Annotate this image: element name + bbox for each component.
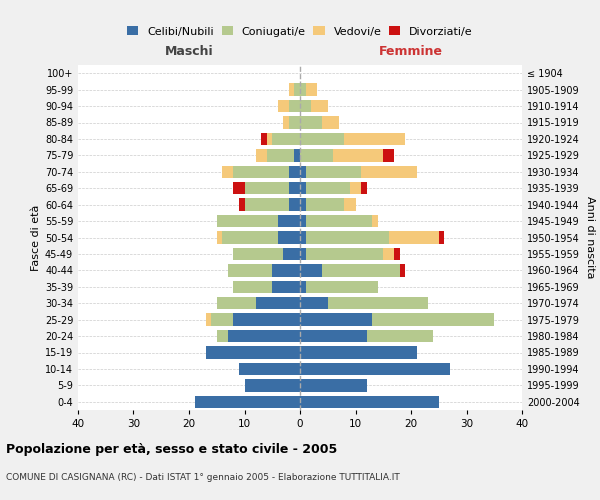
- Bar: [361, 166, 416, 178]
- Bar: [278, 215, 300, 227]
- Bar: [300, 363, 450, 375]
- Bar: [272, 264, 300, 276]
- Bar: [206, 346, 300, 358]
- Bar: [206, 314, 211, 326]
- Bar: [245, 379, 300, 392]
- Bar: [305, 280, 378, 293]
- Bar: [245, 198, 289, 211]
- Y-axis label: Anni di nascita: Anni di nascita: [585, 196, 595, 279]
- Bar: [256, 297, 300, 310]
- Bar: [300, 346, 416, 358]
- Bar: [278, 100, 289, 112]
- Bar: [300, 84, 305, 96]
- Bar: [350, 182, 361, 194]
- Legend: Celibi/Nubili, Coniugati/e, Vedovi/e, Divorziati/e: Celibi/Nubili, Coniugati/e, Vedovi/e, Di…: [125, 24, 475, 39]
- Y-axis label: Fasce di età: Fasce di età: [31, 204, 41, 270]
- Bar: [300, 314, 372, 326]
- Bar: [266, 133, 272, 145]
- Bar: [295, 84, 300, 96]
- Bar: [289, 84, 295, 96]
- Bar: [400, 264, 406, 276]
- Text: Femmine: Femmine: [379, 46, 443, 59]
- Bar: [300, 100, 311, 112]
- Bar: [305, 232, 389, 243]
- Bar: [344, 133, 406, 145]
- Bar: [300, 297, 328, 310]
- Bar: [272, 133, 300, 145]
- Bar: [328, 297, 428, 310]
- Bar: [245, 182, 289, 194]
- Bar: [289, 198, 300, 211]
- Bar: [239, 363, 300, 375]
- Bar: [305, 248, 383, 260]
- Bar: [217, 330, 228, 342]
- Bar: [300, 248, 305, 260]
- Bar: [289, 116, 300, 128]
- Text: Maschi: Maschi: [164, 46, 214, 59]
- Bar: [300, 198, 305, 211]
- Bar: [217, 297, 256, 310]
- Bar: [289, 100, 300, 112]
- Bar: [305, 84, 317, 96]
- Bar: [300, 232, 305, 243]
- Bar: [383, 149, 394, 162]
- Bar: [278, 232, 300, 243]
- Bar: [300, 280, 305, 293]
- Bar: [228, 330, 300, 342]
- Bar: [223, 232, 278, 243]
- Bar: [228, 264, 272, 276]
- Bar: [289, 166, 300, 178]
- Bar: [300, 182, 305, 194]
- Bar: [300, 330, 367, 342]
- Bar: [361, 182, 367, 194]
- Text: COMUNE DI CASIGNANA (RC) - Dati ISTAT 1° gennaio 2005 - Elaborazione TUTTITALIA.: COMUNE DI CASIGNANA (RC) - Dati ISTAT 1°…: [6, 472, 400, 482]
- Bar: [344, 198, 355, 211]
- Text: Popolazione per età, sesso e stato civile - 2005: Popolazione per età, sesso e stato civil…: [6, 442, 337, 456]
- Bar: [289, 182, 300, 194]
- Bar: [305, 182, 350, 194]
- Bar: [300, 215, 305, 227]
- Bar: [283, 248, 300, 260]
- Bar: [300, 149, 334, 162]
- Bar: [217, 215, 278, 227]
- Bar: [217, 232, 222, 243]
- Bar: [300, 264, 322, 276]
- Bar: [266, 149, 295, 162]
- Bar: [300, 379, 367, 392]
- Bar: [272, 280, 300, 293]
- Bar: [283, 116, 289, 128]
- Bar: [211, 314, 233, 326]
- Bar: [233, 182, 245, 194]
- Bar: [439, 232, 444, 243]
- Bar: [194, 396, 300, 408]
- Bar: [233, 166, 289, 178]
- Bar: [367, 330, 433, 342]
- Bar: [295, 149, 300, 162]
- Bar: [300, 396, 439, 408]
- Bar: [389, 232, 439, 243]
- Bar: [256, 149, 266, 162]
- Bar: [311, 100, 328, 112]
- Bar: [233, 248, 283, 260]
- Bar: [322, 264, 400, 276]
- Bar: [222, 166, 233, 178]
- Bar: [305, 215, 372, 227]
- Bar: [233, 314, 300, 326]
- Bar: [239, 198, 245, 211]
- Bar: [394, 248, 400, 260]
- Bar: [372, 314, 494, 326]
- Bar: [305, 198, 344, 211]
- Bar: [305, 166, 361, 178]
- Bar: [300, 116, 322, 128]
- Bar: [233, 280, 272, 293]
- Bar: [261, 133, 266, 145]
- Bar: [322, 116, 339, 128]
- Bar: [300, 166, 305, 178]
- Bar: [372, 215, 378, 227]
- Bar: [300, 133, 344, 145]
- Bar: [383, 248, 394, 260]
- Bar: [334, 149, 383, 162]
